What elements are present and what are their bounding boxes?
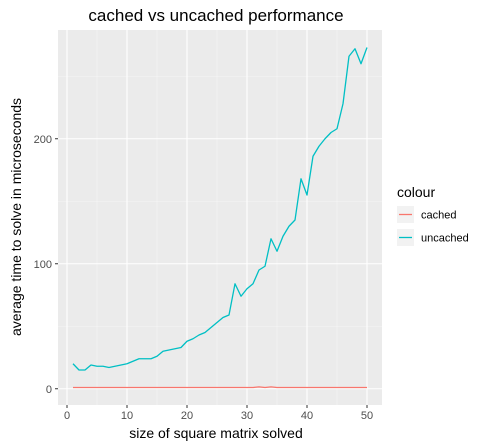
x-tick-label: 50: [361, 410, 373, 422]
axis-ticks: 0 10 20 30 40 50 0 100 200: [34, 134, 373, 422]
y-tick-label: 0: [46, 384, 52, 396]
series-line-cached: [73, 386, 367, 389]
y-tick-label: 100: [34, 259, 52, 271]
x-tick-label: 0: [64, 410, 70, 422]
major-gridlines: [58, 30, 382, 405]
x-tick-label: 30: [241, 410, 253, 422]
x-tick-label: 10: [121, 410, 133, 422]
plot-panel: [58, 30, 382, 405]
x-axis-title: size of square matrix solved: [129, 425, 303, 441]
x-tick-label: 40: [301, 410, 313, 422]
series-lines: [72, 47, 368, 389]
x-tick-label: 20: [181, 410, 193, 422]
legend-title: colour: [397, 184, 435, 200]
y-tick-label: 200: [34, 134, 52, 146]
legend-label-uncached: uncached: [421, 233, 469, 245]
series-line-uncached: [72, 47, 368, 371]
y-axis-title: average time to solve in microseconds: [8, 98, 24, 336]
minor-gridlines: [58, 30, 382, 405]
chart-title: cached vs uncached performance: [88, 6, 343, 25]
legend-label-cached: cached: [421, 210, 456, 222]
legend: colour cached uncached: [397, 184, 469, 246]
